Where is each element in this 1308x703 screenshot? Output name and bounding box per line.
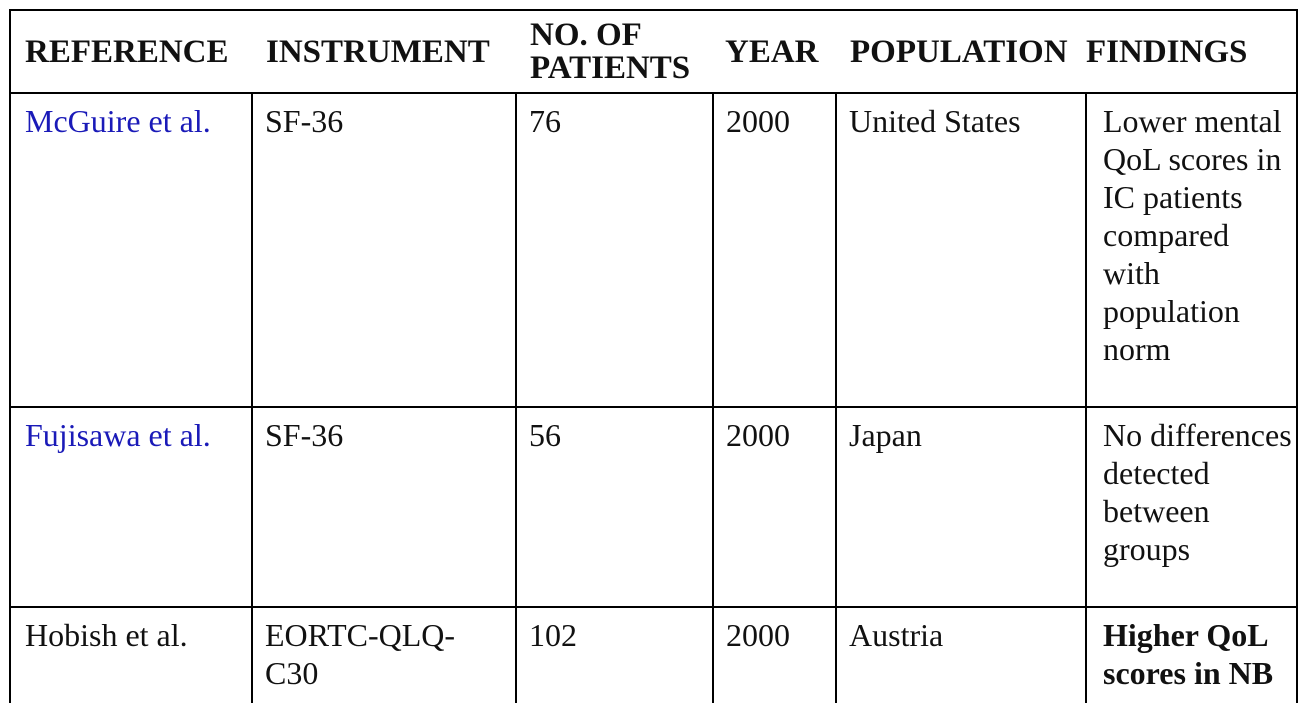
instrument-cell: SF-36 (252, 407, 517, 608)
findings-cell: Higher QoL scores in NB (1103, 617, 1274, 691)
header-instrument: INSTRUMENT (252, 11, 516, 94)
instrument-cell: SF-36 (252, 93, 517, 408)
studies-table-frame: REFERENCE INSTRUMENT NO. OF PATIENTS YEA… (9, 9, 1298, 703)
reference-cell: Hobish et al. (11, 607, 253, 703)
header-population: POPULATION (836, 11, 1086, 94)
year-cell: 2000 (713, 607, 837, 703)
year-cell: 2000 (713, 407, 837, 608)
population-cell: Japan (836, 407, 1087, 608)
header-year: YEAR (713, 11, 836, 94)
reference-link[interactable]: McGuire et al. (11, 93, 253, 408)
header-row: REFERENCE INSTRUMENT NO. OF PATIENTS YEA… (11, 11, 1296, 94)
population-cell: United States (836, 93, 1087, 408)
year-cell: 2000 (713, 93, 837, 408)
patients-cell: 102 (516, 607, 714, 703)
instrument-cell: EORTC-QLQ-C30 (252, 607, 517, 703)
patients-cell: 56 (516, 407, 714, 608)
studies-table: REFERENCE INSTRUMENT NO. OF PATIENTS YEA… (11, 11, 1296, 703)
reference-link[interactable]: Fujisawa et al. (11, 407, 253, 608)
table-row: Fujisawa et al. SF-36 56 2000 Japan No d… (11, 407, 1296, 608)
table-header: REFERENCE INSTRUMENT NO. OF PATIENTS YEA… (11, 11, 1296, 94)
table-body: McGuire et al. SF-36 76 2000 United Stat… (11, 93, 1296, 703)
header-findings: FINDINGS (1086, 11, 1296, 94)
patients-cell: 76 (516, 93, 714, 408)
table-row: McGuire et al. SF-36 76 2000 United Stat… (11, 93, 1296, 408)
table-row: Hobish et al. EORTC-QLQ-C30 102 2000 Aus… (11, 607, 1296, 703)
header-patients: NO. OF PATIENTS (516, 11, 713, 94)
findings-cell: Lower mental QoL scores in IC patients c… (1086, 93, 1296, 408)
population-cell: Austria (836, 607, 1087, 703)
header-reference: REFERENCE (11, 11, 252, 94)
findings-cell: No differences detected between groups (1086, 407, 1296, 608)
